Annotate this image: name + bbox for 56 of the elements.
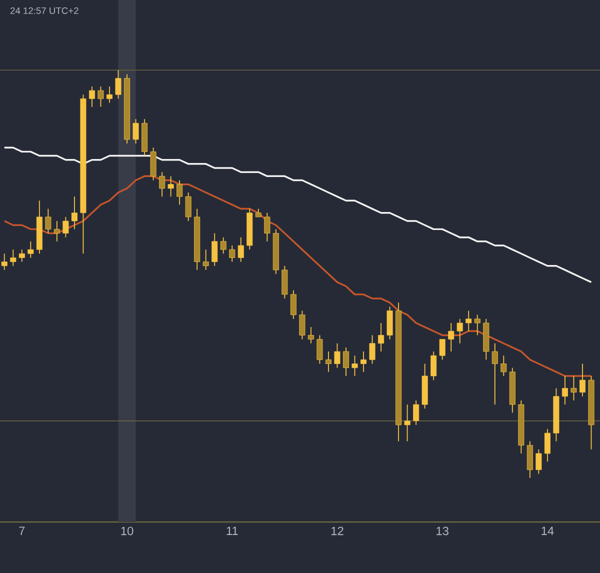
candlestick <box>562 376 568 406</box>
candlestick <box>88 86 95 108</box>
candlestick <box>439 338 446 360</box>
candlestick <box>115 70 122 100</box>
candlestick <box>264 212 270 242</box>
candlestick <box>176 180 183 206</box>
candlestick <box>308 326 314 344</box>
candlestick <box>466 310 472 332</box>
candlestick <box>448 322 454 352</box>
x-tick-label: 12 <box>331 526 344 536</box>
candlestick <box>456 318 463 344</box>
candlestick <box>202 249 209 270</box>
candlestick <box>316 334 323 364</box>
candlestick <box>18 249 25 262</box>
candlestick <box>544 428 550 462</box>
candlestick <box>334 342 340 368</box>
candlestick <box>45 208 52 234</box>
candlestick <box>71 196 78 230</box>
candlestick <box>413 400 420 426</box>
x-tick-label: 7 <box>19 526 25 535</box>
text: 24 12:57 UTC+2 <box>10 7 78 14</box>
candlestick <box>238 236 244 262</box>
candlestick <box>106 86 112 104</box>
candlestick <box>62 216 69 238</box>
candlestick <box>132 118 139 144</box>
candlestick <box>352 355 358 376</box>
x-tick-label: 14 <box>542 526 554 535</box>
candlestick <box>378 322 384 352</box>
candlestick <box>10 249 16 266</box>
candlestick <box>1 253 8 270</box>
candlestick <box>220 236 226 254</box>
candlestick <box>369 334 376 364</box>
x-tick-label: 13 <box>436 526 448 536</box>
x-tick-label: 11 <box>226 526 238 535</box>
candlestick <box>492 342 498 406</box>
candlestick <box>536 448 542 474</box>
candlestick <box>299 310 306 340</box>
candlestick <box>500 355 507 376</box>
candlestick <box>168 176 174 198</box>
candlestick <box>54 220 60 242</box>
candlestick <box>342 346 349 376</box>
x-tick-label: 10 <box>121 526 134 536</box>
candlestick <box>579 363 586 397</box>
candlestick <box>185 192 192 222</box>
candlestick <box>159 172 166 198</box>
candlestick <box>360 351 367 372</box>
candlestick <box>98 86 104 108</box>
candlestick <box>212 232 218 266</box>
candlestick <box>325 351 332 372</box>
candlestick <box>290 290 296 320</box>
candlestick <box>430 351 437 381</box>
candlestick <box>570 376 577 401</box>
candlestick <box>474 314 480 336</box>
candlestick <box>229 245 236 262</box>
candlestick <box>28 240 34 258</box>
candlestick <box>404 404 410 442</box>
